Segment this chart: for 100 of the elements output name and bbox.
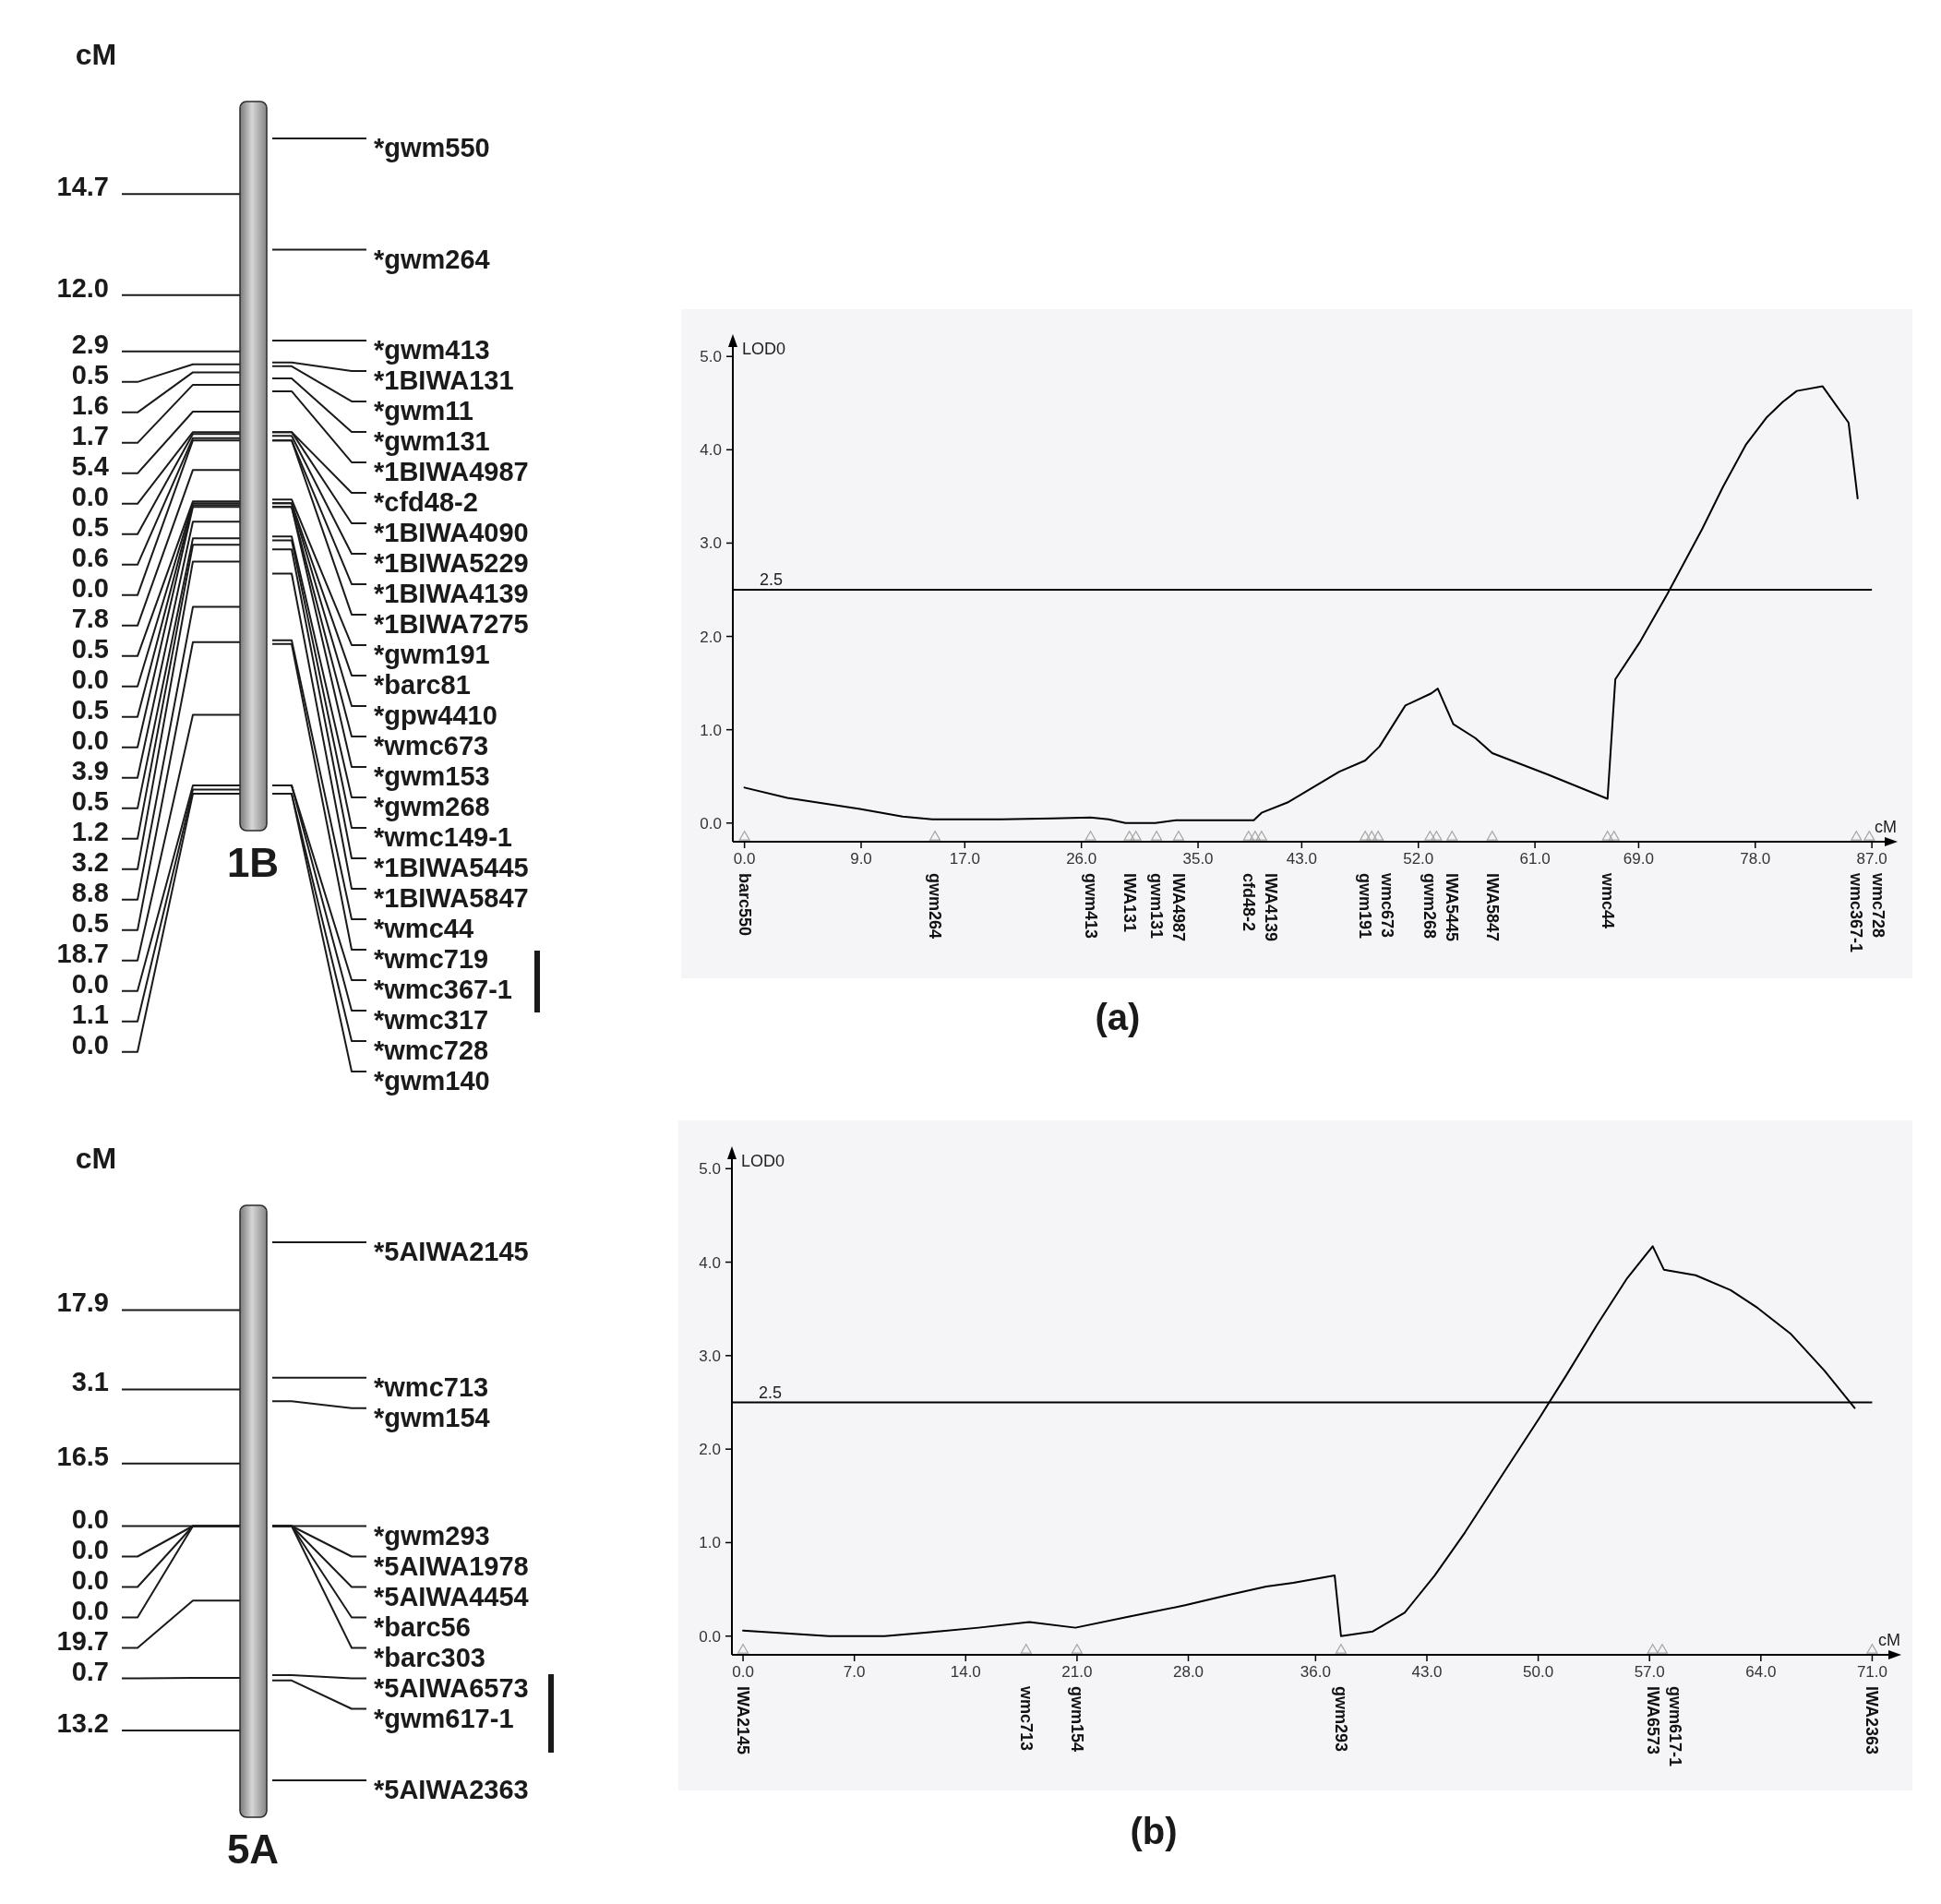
category-label: *5AIWA4454 [374,1581,529,1611]
y-tick-label: 5.0 [699,1160,721,1179]
x-tick-label: 17.0 [949,850,980,868]
x-tick-label: 21.0 [1061,1663,1093,1682]
x-tick-label: 35.0 [1182,850,1214,868]
x-tick-label: 9.0 [850,850,872,868]
category-label: *5AIWA2145 [374,1237,529,1266]
category-label: *gwm153 [374,760,490,791]
category-label: *5AIWA1978 [374,1551,529,1581]
text: cM [75,1142,117,1175]
x-tick-label: 52.0 [1403,850,1434,868]
category-label: *gwm154 [374,1402,490,1432]
category-label: *wmc713 [374,1371,489,1402]
y-tick-label: 4.0 [699,1253,721,1272]
category-label: *wmc149-1 [374,821,512,852]
annotation: IWA4987 [1169,872,1189,941]
x-tick-label: 64.0 [1745,1663,1777,1682]
x-tick-label: 0.0 [733,850,756,868]
category-label: *gpw4410 [374,700,497,730]
x-tick-label: 28.0 [1172,1663,1204,1682]
annotation: IWA2363 [1863,1685,1882,1754]
y-tick-label: 1.0 [699,1534,721,1552]
y-tick-label: 0.0 [700,814,722,832]
category-label: *1BIWA4090 [374,517,529,547]
category-label: *wmc317 [374,1004,489,1035]
category-label: *barc81 [374,669,471,700]
annotation: IWA5445 [1443,872,1462,941]
data-label: 0.5 [71,694,109,724]
x-axis-title: cM [1878,1631,1900,1649]
data-label: 0.0 [71,1534,109,1564]
annotation: gwm617-1 [1665,1685,1684,1766]
x-tick-label: 87.0 [1856,850,1887,868]
annotation: gwm264 [926,872,945,939]
category-label: *1BIWA7275 [374,608,529,639]
y-axis-title: LOD0 [742,340,786,358]
data-label: 8.8 [71,877,109,907]
y-tick-label: 1.0 [700,721,722,739]
x-tick-label: 71.0 [1856,1663,1887,1682]
text: (b) [1129,1810,1179,1852]
y-tick-label: 5.0 [700,348,722,366]
category-label: *wmc44 [374,913,474,943]
category-label: *wmc719 [374,943,489,974]
category-label: *1BIWA5229 [374,547,529,578]
data-label: 12.0 [56,272,109,303]
data-label: 3.2 [71,846,109,877]
category-label: *gwm11 [374,395,473,425]
category-label: *gwm413 [374,334,490,365]
text: (a) [1094,996,1142,1038]
data-label: 14.7 [56,172,109,202]
y-tick-label: 0.0 [699,1627,721,1646]
data-label: 0.0 [71,1503,109,1534]
data-label: 17.9 [56,1287,109,1318]
data-label: 0.0 [71,572,109,603]
x-tick-label: 69.0 [1623,850,1654,868]
category-label: *5AIWA2363 [374,1775,529,1805]
x-axis-title: cM [1875,818,1897,836]
data-label: 19.7 [56,1625,109,1656]
x-tick-label: 43.0 [1286,850,1317,868]
category-label: *cfd48-2 [374,486,478,517]
x-tick-label: 26.0 [1066,850,1097,868]
annotation: wmc713 [1016,1684,1036,1751]
annotation: gwm131 [1147,872,1167,939]
category-label: *gwm264 [374,244,490,274]
data-label: 0.0 [71,1564,109,1595]
data-label: 0.5 [71,785,109,816]
data-label: 0.0 [71,664,109,694]
category-label: *gwm617-1 [374,1703,514,1733]
category-label: *1BIWA5847 [374,882,529,913]
data-label: 0.5 [71,511,109,542]
annotation: wmc673 [1378,871,1397,939]
text: 1B [226,840,280,886]
data-label: 1.7 [71,420,109,450]
category-label: *wmc673 [374,730,489,760]
category-label: *1BIWA4139 [374,578,529,608]
data-label: 13.2 [56,1707,109,1738]
y-tick-label: 2.0 [700,628,722,646]
text: cM [75,38,117,71]
data-label: 0.0 [71,968,109,999]
data-label: 1.1 [71,999,109,1029]
annotation: IWA6573 [1643,1685,1662,1754]
category-label: *5AIWA6573 [374,1672,529,1703]
x-tick-label: 57.0 [1634,1663,1665,1682]
annotation: wmc44 [1598,871,1617,928]
ref-line-label: 2.5 [759,1383,783,1402]
y-tick-label: 2.0 [699,1441,721,1459]
data-label: 0.6 [71,542,109,572]
text: 5A [226,1826,280,1873]
category-label: *gwm293 [374,1520,490,1551]
data-label: 0.0 [71,1029,109,1060]
category-label: *1BIWA4987 [374,456,529,486]
data-label: 0.5 [71,633,109,664]
data-label: 0.7 [71,1656,109,1686]
annotation: gwm293 [1331,1685,1350,1752]
data-label: 7.8 [71,603,109,633]
data-label: 0.0 [71,481,109,511]
data-label: 0.0 [71,724,109,755]
data-label: 3.9 [71,755,109,785]
data-label: 0.5 [71,907,109,938]
data-label: 2.9 [71,329,109,359]
x-tick-label: 50.0 [1523,1663,1554,1682]
